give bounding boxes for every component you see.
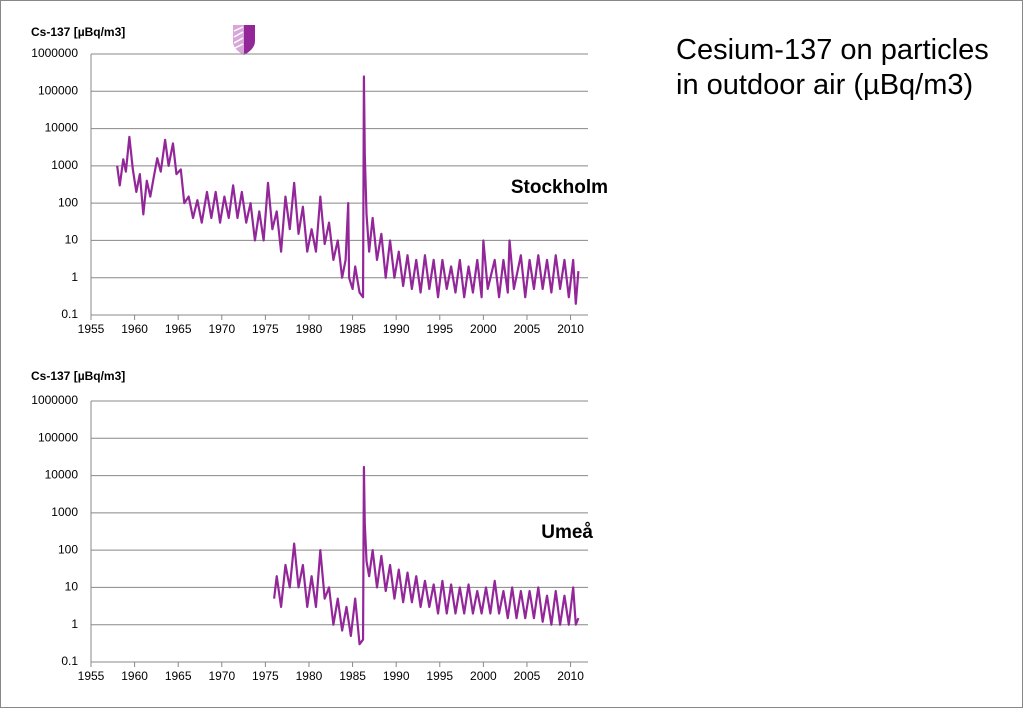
slide-title: Cesium-137 on particles in outdoor air (… (676, 34, 989, 102)
y-tick-label: 1 (71, 270, 78, 284)
x-tick-label: 2005 (514, 669, 541, 683)
x-tick-label: 1980 (296, 669, 323, 683)
y-tick-label: 10000 (45, 121, 79, 135)
logo (233, 25, 255, 55)
x-tick-label: 2005 (514, 322, 541, 336)
x-tick-label: 2000 (470, 669, 497, 683)
y-tick-label: 0.1 (61, 654, 78, 668)
series-label: Umeå (541, 522, 593, 543)
y-tick-label: 1000 (51, 158, 78, 172)
y-tick-label: 100000 (38, 430, 78, 444)
x-tick-label: 1960 (121, 669, 148, 683)
x-tick-label: 1995 (426, 322, 453, 336)
y-tick-label: 100 (58, 542, 78, 556)
x-tick-label: 1970 (208, 322, 235, 336)
x-tick-label: 1975 (252, 669, 279, 683)
series-label: Stockholm (511, 177, 608, 198)
x-tick-label: 2010 (557, 322, 584, 336)
y-tick-label: 1 (71, 617, 78, 631)
x-tick-label: 2010 (557, 669, 584, 683)
y-tick-label: 100000 (38, 83, 78, 97)
y-tick-label: 100 (58, 195, 78, 209)
y-tick-label: 10 (65, 233, 79, 247)
x-tick-label: 1990 (383, 669, 410, 683)
y-axis-title: Cs-137 [µBq/m3] (31, 369, 125, 383)
x-tick-label: 1995 (426, 669, 453, 683)
x-tick-label: 1975 (252, 322, 279, 336)
y-tick-label: 1000000 (31, 393, 78, 407)
series-line (116, 75, 580, 305)
x-tick-label: 1965 (165, 669, 192, 683)
x-tick-label: 1985 (339, 322, 366, 336)
y-tick-label: 1000 (51, 505, 78, 519)
y-tick-label: 10 (65, 580, 79, 594)
y-tick-label: 1000000 (31, 46, 78, 60)
x-tick-label: 1955 (78, 669, 105, 683)
x-tick-label: 1985 (339, 669, 366, 683)
y-tick-label: 0.1 (61, 307, 78, 321)
x-tick-label: 1955 (78, 322, 105, 336)
x-tick-label: 1965 (165, 322, 192, 336)
series-line (273, 465, 580, 646)
y-tick-label: 10000 (45, 468, 79, 482)
x-tick-label: 2000 (470, 322, 497, 336)
x-tick-label: 1980 (296, 322, 323, 336)
x-tick-label: 1970 (208, 669, 235, 683)
y-axis-title: Cs-137 [µBq/m3] (31, 25, 125, 39)
x-tick-label: 1990 (383, 322, 410, 336)
x-tick-label: 1960 (121, 322, 148, 336)
